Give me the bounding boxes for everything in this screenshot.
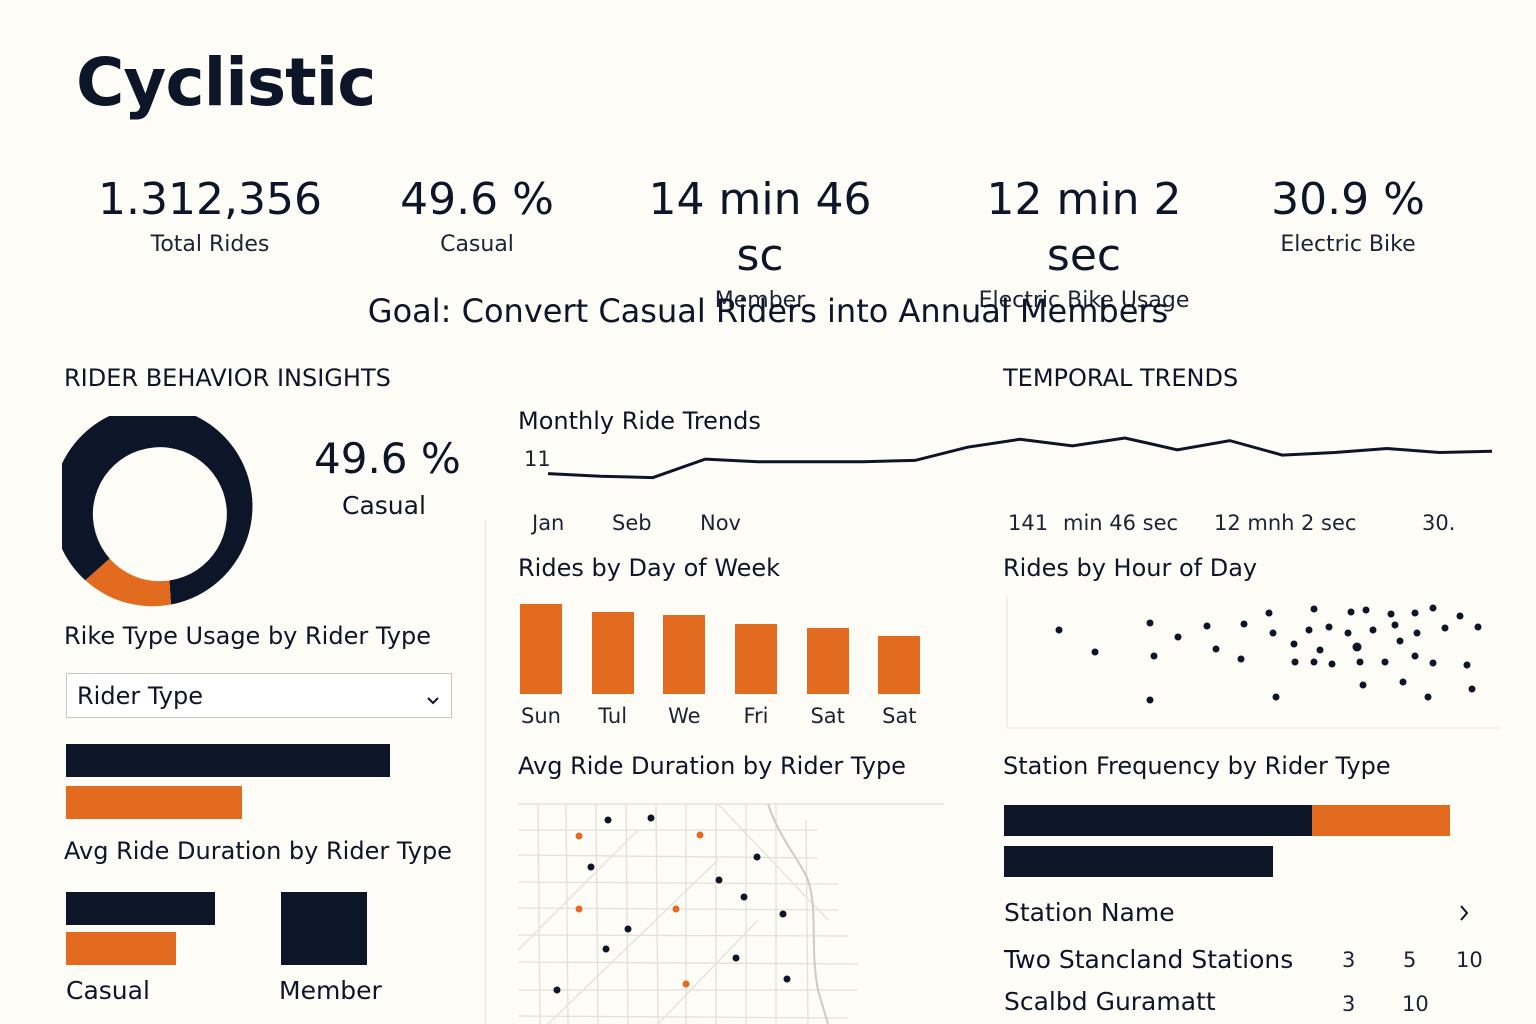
day-bar: [591, 612, 634, 694]
monthly-line-chart: [547, 436, 1493, 480]
monthly-x-tick: 141: [1008, 511, 1049, 535]
kpi-label: Electric Bike: [1280, 232, 1416, 257]
monthly-y-label: 11: [524, 447, 551, 471]
chevron-right-icon[interactable]: [1456, 902, 1472, 928]
monthly-x-tick: 30.: [1422, 511, 1456, 535]
avg-duration-label-member: Member: [279, 976, 382, 1005]
map-points-casual: [575, 831, 704, 988]
day-label: Sat: [810, 704, 845, 728]
map-shoreline: [767, 803, 829, 1024]
app-title: Cyclistic: [76, 44, 376, 121]
station-value: 3: [1342, 992, 1356, 1016]
donut-value: 49.6 %: [314, 434, 461, 483]
day-of-week-title: Rides by Day of Week: [518, 554, 781, 582]
kpi-label: Electric Bike Usage: [978, 288, 1190, 313]
kpi-value: 14 min 46 sc: [648, 174, 872, 281]
avg-duration-bar-member-small: [66, 892, 215, 925]
monthly-x-tick: 12 mnh: [1214, 511, 1295, 535]
monthly-x-tick: Seb: [612, 511, 652, 535]
station-map: [518, 803, 944, 1024]
column-divider: [485, 520, 486, 1024]
chevron-down-icon: [425, 686, 441, 714]
kpi-label: Total Rides: [150, 232, 270, 257]
monthly-x-tick: Jan: [532, 511, 565, 535]
avg-duration-title: Avg Ride Duration by Rider Type: [64, 837, 452, 865]
kpi-electric-bike-usage: 12 min 2 sec Electric Bike Usage: [944, 172, 1224, 313]
station-name: Two Stancland Stations: [1004, 945, 1294, 974]
day-bar: [520, 604, 562, 694]
scatter-points: [1055, 604, 1482, 704]
day-bar: [806, 627, 849, 694]
rider-type-donut: [62, 416, 253, 607]
day-label: Tul: [598, 704, 628, 728]
station-freq-bar-member-2: [1004, 846, 1273, 877]
rider-type-select[interactable]: Rider Type: [66, 673, 452, 718]
day-label: Sat: [882, 704, 917, 728]
monthly-x-tick: min 46 sec: [1063, 511, 1179, 535]
kpi-label: Member: [714, 288, 806, 313]
kpi-total-rides: 1.312,356 Total Rides: [70, 172, 350, 257]
monthly-series-line: [547, 436, 1493, 480]
kpi-value: 12 min 2 sec: [986, 174, 1182, 281]
donut-segment-casual: [85, 558, 171, 607]
map-streets: [518, 803, 859, 1024]
kpi-value: 1.312,356: [98, 174, 322, 225]
map-points-member: [553, 814, 791, 994]
station-value: 10: [1402, 992, 1429, 1016]
section-title-temporal: TEMPORAL TRENDS: [1003, 364, 1239, 392]
monthly-x-tick: Nov: [700, 511, 741, 535]
station-value: 10: [1456, 948, 1483, 972]
kpi-label: Casual: [440, 232, 514, 257]
monthly-x-tick: 2 sec: [1301, 511, 1357, 535]
day-of-week-axis: Sun Tul We Fri Sat Sat: [518, 704, 948, 732]
day-label: We: [668, 704, 701, 728]
station-value: 5: [1403, 948, 1417, 972]
avg-duration-bar-casual: [66, 932, 176, 965]
station-name: Scalbd Guramatt: [1004, 987, 1216, 1016]
kpi-value: 30.9 %: [1271, 174, 1425, 225]
station-table-header: Station Name: [1004, 898, 1175, 927]
day-of-week-chart: [518, 600, 948, 694]
kpi-electric-bike: 30.9 % Electric Bike: [1208, 172, 1488, 257]
donut-label: Casual: [342, 491, 426, 520]
map-title: Avg Ride Duration by Rider Type: [518, 752, 906, 780]
avg-duration-bar-member: [281, 892, 367, 965]
day-label: Sun: [521, 704, 561, 728]
hour-of-day-scatter: [1006, 596, 1499, 729]
monthly-title: Monthly Ride Trends: [518, 407, 761, 435]
avg-duration-label-casual: Casual: [66, 976, 150, 1005]
station-freq-title: Station Frequency by Rider Type: [1003, 752, 1391, 780]
day-bar: [663, 615, 706, 694]
station-freq-bar-casual: [1312, 805, 1450, 836]
hour-of-day-title: Rides by Hour of Day: [1003, 554, 1258, 582]
kpi-member: 14 min 46 sc Member: [620, 172, 900, 313]
station-value: 3: [1342, 948, 1356, 972]
station-freq-bar-member: [1004, 805, 1312, 836]
day-label: Fri: [743, 704, 769, 728]
day-bar: [735, 624, 777, 694]
select-value: Rider Type: [77, 682, 203, 710]
donut-segment-member: [62, 416, 253, 605]
bike-usage-bar-member: [66, 744, 390, 777]
kpi-value: 49.6 %: [400, 174, 554, 225]
kpi-casual: 49.6 % Casual: [337, 172, 617, 257]
goal-heading: Goal: Convert Casual Riders into Annual …: [367, 292, 1169, 330]
section-title-rider-behavior: RIDER BEHAVIOR INSIGHTS: [64, 364, 391, 392]
day-bar: [878, 635, 921, 694]
bike-usage-bar-casual: [66, 786, 242, 819]
bike-type-title: Rike Type Usage by Rider Type: [64, 622, 431, 650]
